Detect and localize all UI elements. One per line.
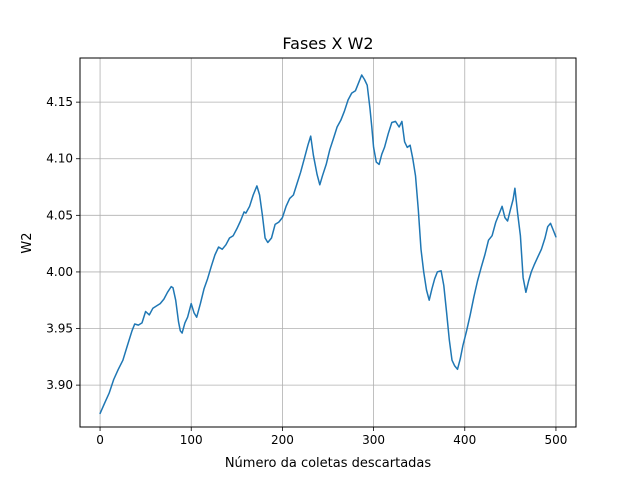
x-axis-ticks: 0 100 200 300 400 500: [96, 427, 567, 447]
y-tick-label: 3.95: [46, 322, 73, 336]
y-tick-label: 4.15: [46, 95, 73, 109]
y-tick-label: 4.00: [46, 265, 73, 279]
plot-frame: [79, 57, 577, 428]
x-tick-label: 100: [180, 433, 203, 447]
y-tick-label: 4.10: [46, 152, 73, 166]
y-tick-label: 3.90: [46, 378, 73, 392]
chart-title: Fases X W2: [282, 34, 373, 53]
plot-area: 0 100 200 300 400 500 3.90 3.95 4.00 4.05 4.10 4.1…: [46, 57, 577, 447]
y-axis-label: W2: [20, 232, 35, 253]
series-line: [99, 74, 557, 415]
x-tick-label: 500: [544, 433, 567, 447]
x-axis-label: Número da coletas descartadas: [225, 456, 432, 471]
x-tick-label: 200: [271, 433, 294, 447]
x-tick-label: 300: [362, 433, 385, 447]
series-layer: [99, 74, 557, 415]
x-tick-label: 400: [453, 433, 476, 447]
y-tick-label: 4.05: [46, 208, 73, 222]
x-tick-label: 0: [96, 433, 104, 447]
y-axis-ticks: 3.90 3.95 4.00 4.05 4.10 4.15: [46, 95, 80, 392]
